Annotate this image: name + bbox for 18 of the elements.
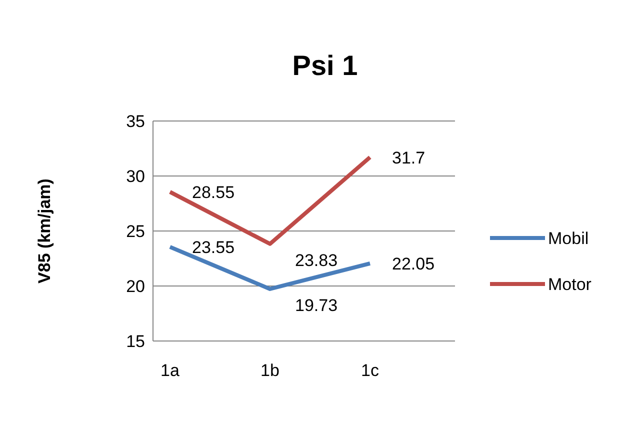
y-tick-label: 20 (126, 277, 145, 296)
data-label: 23.83 (295, 250, 338, 270)
data-label: 22.05 (392, 254, 435, 274)
chart-title: Psi 1 (292, 50, 358, 81)
data-label: 28.55 (192, 182, 235, 202)
legend-label: Mobil (548, 229, 589, 248)
data-label: 23.55 (192, 238, 235, 257)
y-tick-label: 25 (126, 222, 145, 241)
legend-label: Motor (548, 275, 592, 294)
y-tick-label: 35 (126, 112, 145, 131)
y-tick-label: 30 (126, 167, 145, 186)
y-tick-label: 15 (126, 332, 145, 351)
data-label: 31.7 (392, 148, 426, 168)
x-tick-label: 1a (160, 361, 180, 380)
x-tick-label: 1c (361, 361, 380, 380)
data-label: 19.73 (295, 296, 338, 315)
y-axis-title: V85 (km/jam) (35, 178, 54, 284)
x-tick-label: 1b (260, 361, 280, 380)
